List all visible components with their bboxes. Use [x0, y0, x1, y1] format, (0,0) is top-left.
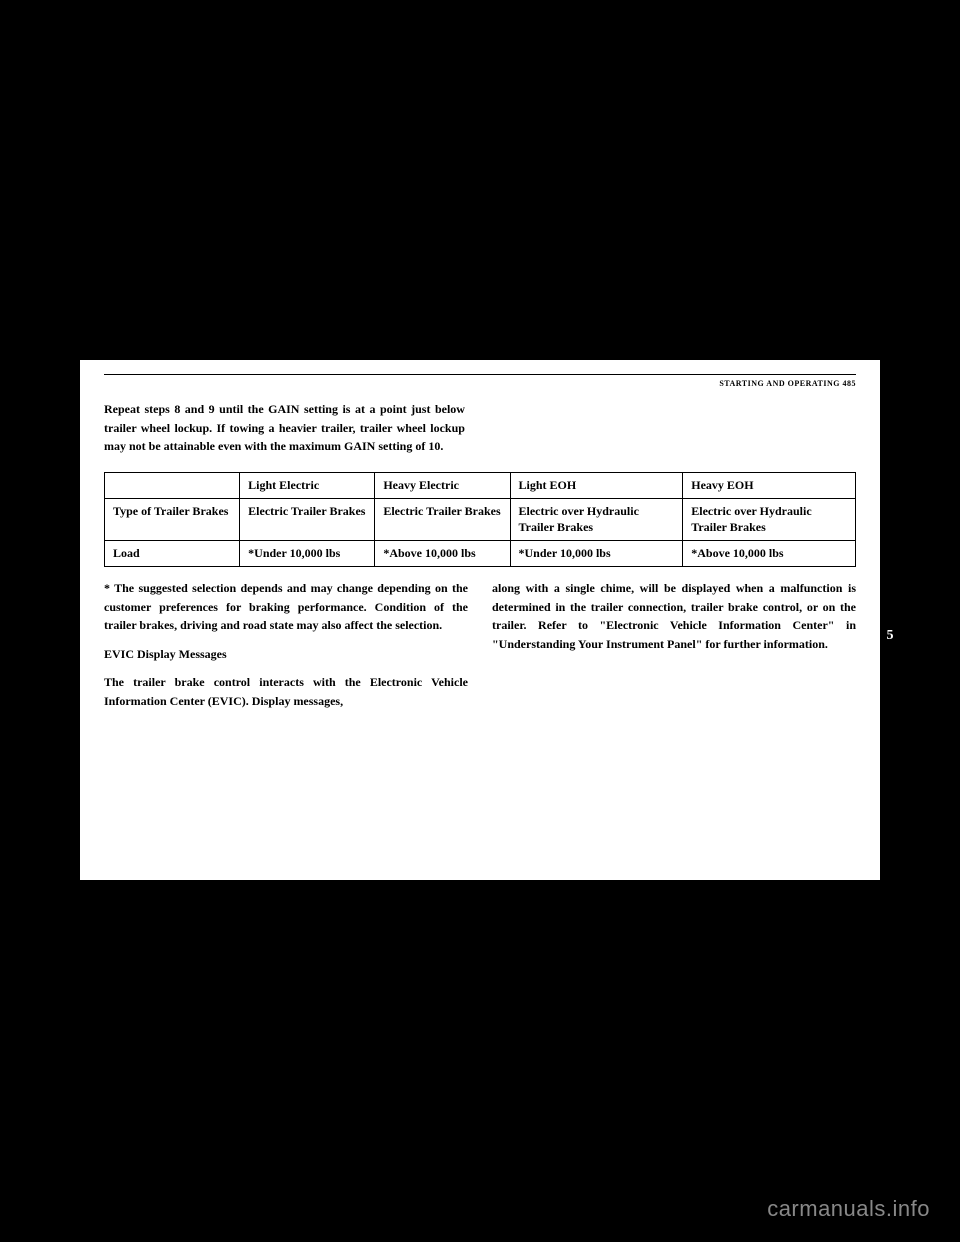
table-header: Heavy EOH	[683, 472, 856, 498]
table-header	[105, 472, 240, 498]
table-header: Heavy Electric	[375, 472, 510, 498]
table-cell: *Above 10,000 lbs	[683, 541, 856, 567]
watermark: carmanuals.info	[767, 1196, 930, 1222]
intro-paragraph: Repeat steps 8 and 9 until the GAIN sett…	[104, 400, 465, 456]
table-row: Type of Trailer Brakes Electric Trailer …	[105, 498, 856, 541]
two-column-layout: * The suggested selection depends and ma…	[104, 579, 856, 721]
left-column: * The suggested selection depends and ma…	[104, 579, 468, 721]
table-cell: Electric over Hydraulic Trailer Brakes	[510, 498, 683, 541]
manual-page: STARTING AND OPERATING 485 Repeat steps …	[80, 360, 880, 880]
page-number: 485	[843, 379, 857, 388]
right-column: along with a single chime, will be displ…	[492, 579, 856, 721]
section-tab: 5	[880, 622, 900, 650]
section-title: STARTING AND OPERATING	[719, 379, 840, 388]
table-cell: Electric Trailer Brakes	[375, 498, 510, 541]
table-header: Light EOH	[510, 472, 683, 498]
body-paragraph: along with a single chime, will be displ…	[492, 579, 856, 653]
table-row: Load *Under 10,000 lbs *Above 10,000 lbs…	[105, 541, 856, 567]
table-cell: Load	[105, 541, 240, 567]
table-cell: *Above 10,000 lbs	[375, 541, 510, 567]
header-rule	[104, 374, 856, 375]
footnote: * The suggested selection depends and ma…	[104, 579, 468, 635]
table-cell: Electric Trailer Brakes	[240, 498, 375, 541]
body-paragraph: The trailer brake control interacts with…	[104, 673, 468, 710]
subheading: EVIC Display Messages	[104, 645, 468, 664]
table-cell: Electric over Hydraulic Trailer Brakes	[683, 498, 856, 541]
page-header: STARTING AND OPERATING 485	[104, 379, 856, 388]
table-cell: Type of Trailer Brakes	[105, 498, 240, 541]
table-header: Light Electric	[240, 472, 375, 498]
table-header-row: Light Electric Heavy Electric Light EOH …	[105, 472, 856, 498]
table-cell: *Under 10,000 lbs	[240, 541, 375, 567]
table-cell: *Under 10,000 lbs	[510, 541, 683, 567]
brake-type-table: Light Electric Heavy Electric Light EOH …	[104, 472, 856, 567]
